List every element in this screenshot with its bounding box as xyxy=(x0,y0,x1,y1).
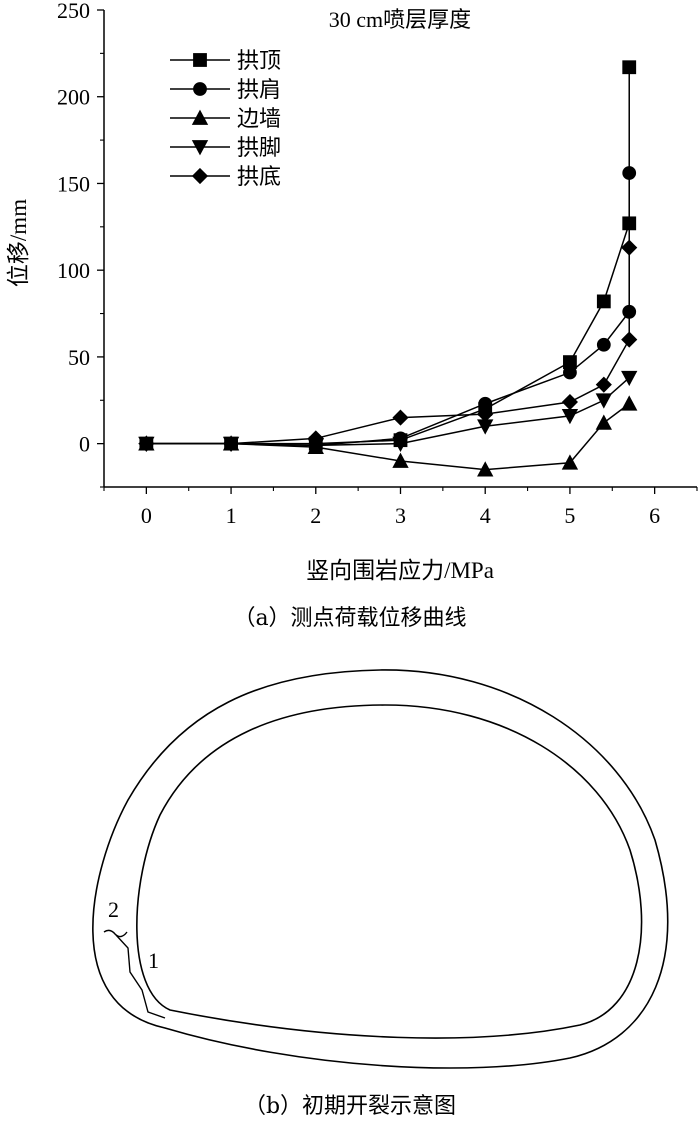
data-point xyxy=(223,435,240,452)
x-tick-label: 5 xyxy=(564,503,575,528)
data-point xyxy=(477,461,494,477)
series-1 xyxy=(139,60,637,451)
legend-marker xyxy=(191,109,209,125)
tunnel-outer-lining xyxy=(92,669,669,1069)
data-point xyxy=(392,452,409,468)
tunnel-inner-lining xyxy=(136,704,643,1039)
legend-marker xyxy=(191,140,209,156)
series-line xyxy=(146,377,630,447)
y-tick-label: 0 xyxy=(79,432,90,457)
data-point xyxy=(596,294,611,309)
caption-a: （a）测点荷载位移曲线 xyxy=(233,606,467,631)
legend-entry-2: 拱肩 xyxy=(170,77,281,102)
legend-marker xyxy=(193,53,207,67)
data-point xyxy=(596,337,611,352)
series-line xyxy=(146,67,630,445)
legend-label: 边墙 xyxy=(237,106,281,131)
data-point xyxy=(621,370,638,387)
x-tick-label: 3 xyxy=(395,503,406,528)
legend-entry-5: 拱底 xyxy=(170,164,281,189)
legend-entry-1: 拱顶 xyxy=(170,48,281,73)
y-tick-label: 50 xyxy=(68,345,90,370)
data-point xyxy=(621,395,638,411)
data-point xyxy=(392,409,409,426)
data-point xyxy=(595,414,612,430)
data-point xyxy=(563,365,577,380)
legend-marker xyxy=(191,167,209,185)
chart-axes: 0 1 2 3 4 5 6 0 50 100 150 200 250 xyxy=(57,0,698,528)
data-point xyxy=(595,376,612,393)
y-tick-label: 100 xyxy=(57,258,90,283)
y-tick-label: 200 xyxy=(57,85,90,110)
x-tick-label: 6 xyxy=(649,503,660,528)
legend-entry-4: 拱脚 xyxy=(170,135,281,160)
data-point xyxy=(138,435,155,452)
crack-label-2: 2 xyxy=(108,897,119,922)
caption-b: （b）初期开裂示意图 xyxy=(243,1094,457,1119)
data-point xyxy=(477,406,494,423)
chart-title: 30 cm喷层厚度 xyxy=(329,7,471,32)
chart-series xyxy=(138,60,638,477)
legend-label: 拱脚 xyxy=(237,135,281,160)
data-point xyxy=(307,430,324,447)
data-point xyxy=(392,436,409,452)
y-tick-label: 250 xyxy=(57,0,90,23)
legend-label: 拱肩 xyxy=(237,77,281,102)
data-point xyxy=(621,239,638,256)
crack-line-1 xyxy=(115,934,166,1019)
legend-marker xyxy=(193,82,207,96)
series-5 xyxy=(138,239,638,452)
x-tick-label: 2 xyxy=(310,503,321,528)
y-tick-label: 150 xyxy=(57,171,90,196)
legend-label: 拱底 xyxy=(237,164,281,189)
data-point xyxy=(561,393,578,411)
x-tick-label: 4 xyxy=(480,503,491,528)
data-point xyxy=(622,60,637,75)
x-tick-label: 1 xyxy=(226,503,237,528)
x-tick-label: 0 xyxy=(141,503,152,528)
series-2 xyxy=(139,166,637,453)
series-line xyxy=(146,247,630,445)
crack-line-2 xyxy=(103,929,128,938)
series-line xyxy=(146,403,630,471)
x-axis-label: 竖向围岩应力/MPa xyxy=(306,558,494,583)
data-point xyxy=(595,393,612,409)
y-axis-label: 位移/mm xyxy=(6,199,31,287)
crack-label-1: 1 xyxy=(148,948,159,973)
legend-label: 拱顶 xyxy=(237,48,281,73)
data-point xyxy=(621,331,638,348)
series-3 xyxy=(138,395,638,477)
tunnel-crack-diagram: 1 2 xyxy=(92,669,669,1069)
legend-entry-3: 边墙 xyxy=(170,106,281,131)
data-point xyxy=(622,166,637,180)
data-point xyxy=(561,454,579,470)
